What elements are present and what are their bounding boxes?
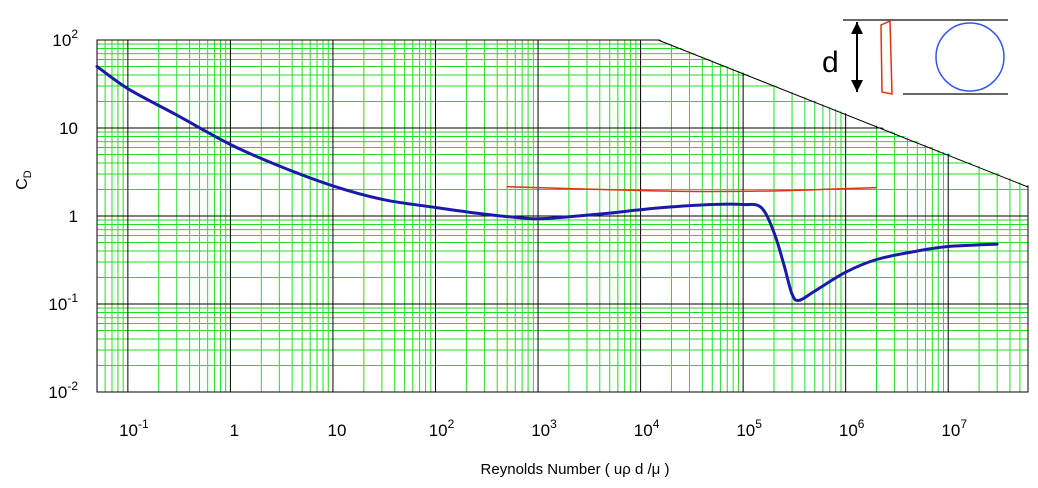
flat-plate-drag-curve	[506, 185, 878, 193]
y-axis-title: CD	[14, 170, 34, 190]
dimension-arrow-up	[851, 22, 863, 34]
svg-text:CD: CD	[14, 170, 34, 190]
dimension-arrow-down	[851, 80, 863, 92]
x-tick-label: 103	[531, 417, 557, 440]
plot-corner-mask	[657, 39, 1030, 188]
x-tick-label: 107	[941, 417, 967, 440]
corner-mask	[658, 39, 1030, 186]
x-axis-title: Reynolds Number ( uρ d /μ )	[481, 461, 670, 478]
y-tick-label: 10-2	[48, 379, 78, 402]
plot-frame	[96, 39, 1029, 393]
sphere-drag-curve	[95, 65, 999, 302]
y-axis-title-main: C	[14, 178, 31, 190]
corner-edge	[657, 39, 1029, 188]
y-tick-labels: 102 10 1 10-1 10-2	[48, 27, 78, 402]
y-tick-label: 10	[59, 119, 78, 138]
x-tick-label: 102	[429, 417, 455, 440]
y-axis-title-sub: D	[22, 170, 34, 178]
flat-plate-shape	[880, 19, 893, 95]
x-tick-label: 105	[736, 417, 762, 440]
diameter-label: d	[822, 46, 839, 79]
plot-lines	[95, 65, 999, 302]
x-tick-label: 10	[327, 421, 346, 440]
x-tick-label: 1	[230, 421, 239, 440]
y-tick-label: 102	[52, 27, 78, 50]
y-tick-label: 10-1	[48, 291, 78, 314]
x-tick-label: 104	[634, 417, 660, 440]
x-tick-label: 106	[839, 417, 865, 440]
y-tick-label: 1	[69, 207, 78, 226]
inset-diagram: d	[822, 19, 1008, 95]
x-tick-label: 10-1	[119, 417, 149, 440]
x-tick-labels: 10-1 1 10 102 103 104 105 106 107	[119, 417, 967, 440]
sphere-shape	[935, 22, 1005, 92]
